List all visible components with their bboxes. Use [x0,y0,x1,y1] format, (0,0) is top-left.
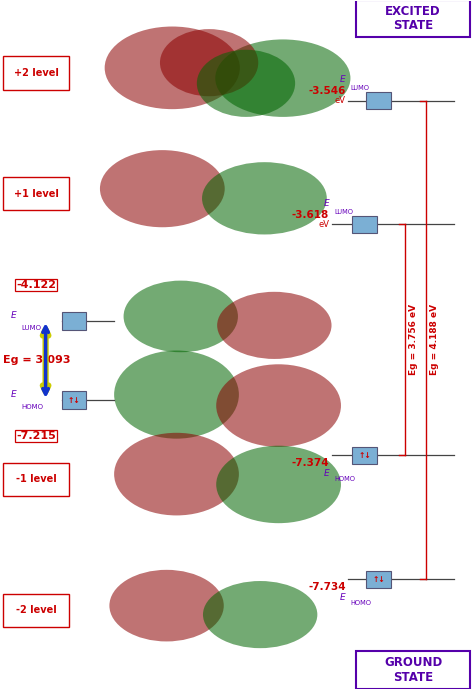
Text: LUMO: LUMO [350,85,369,91]
Ellipse shape [124,281,238,352]
Ellipse shape [215,39,350,117]
Text: E: E [323,469,329,478]
Text: HOMO: HOMO [21,404,43,410]
Text: +1 level: +1 level [14,188,59,199]
Ellipse shape [109,570,224,642]
Text: -7.734: -7.734 [308,582,346,593]
Text: eV: eV [318,220,329,229]
Bar [366,92,391,109]
Ellipse shape [217,292,331,359]
FancyBboxPatch shape [3,593,69,627]
Text: +2 level: +2 level [14,68,59,78]
Bar [366,571,391,588]
FancyBboxPatch shape [3,463,69,496]
Text: LUMO: LUMO [334,209,353,215]
Text: ↑↓: ↑↓ [373,575,385,584]
Ellipse shape [203,581,318,648]
Bar [352,446,377,464]
Text: E: E [340,75,346,84]
Text: -7.215: -7.215 [16,431,56,441]
Text: E: E [323,199,329,208]
Ellipse shape [216,364,341,447]
Text: E: E [340,593,346,602]
Text: ↑↓: ↑↓ [68,395,80,404]
Ellipse shape [197,50,295,117]
FancyBboxPatch shape [356,651,470,689]
Text: HOMO: HOMO [350,600,372,607]
Text: -7.374: -7.374 [292,458,329,469]
Text: eV: eV [335,96,346,105]
FancyBboxPatch shape [356,0,470,37]
FancyBboxPatch shape [3,57,69,90]
Text: -1 level: -1 level [16,474,56,484]
Text: E: E [11,311,17,320]
Text: -4.122: -4.122 [16,280,56,290]
Text: LUMO: LUMO [21,325,41,331]
Text: -2 level: -2 level [16,605,56,615]
Text: Eg = 4.188 eV: Eg = 4.188 eV [430,304,439,375]
Ellipse shape [114,433,239,515]
Ellipse shape [114,351,239,439]
Text: Eg = 3.093: Eg = 3.093 [3,355,71,365]
Ellipse shape [202,162,327,235]
Text: ↑↓: ↑↓ [358,451,371,460]
Ellipse shape [216,446,341,523]
Bar [62,313,86,330]
Text: -3.546: -3.546 [308,86,346,96]
Ellipse shape [105,26,240,109]
Text: EXCITED
STATE: EXCITED STATE [385,5,441,32]
Bar [352,216,377,233]
Text: E: E [11,390,17,399]
Ellipse shape [100,150,225,227]
FancyBboxPatch shape [3,177,69,210]
Text: HOMO: HOMO [334,476,355,482]
Text: -3.618: -3.618 [292,210,329,220]
Ellipse shape [160,29,258,96]
Bar [62,391,86,408]
Text: GROUND
STATE: GROUND STATE [384,656,442,684]
Text: Eg = 3.756 eV: Eg = 3.756 eV [409,304,418,375]
